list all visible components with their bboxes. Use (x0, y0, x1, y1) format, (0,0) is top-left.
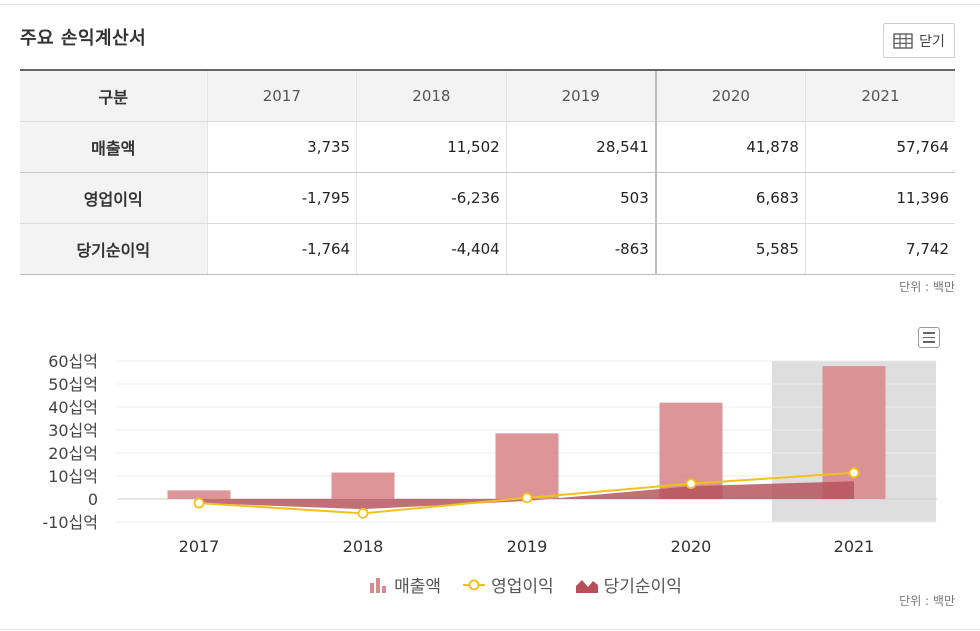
section-title: 주요 손익계산서 (20, 28, 147, 49)
legend-item-operating-income[interactable]: 영업이익 (463, 572, 554, 597)
table-cell: 503 (506, 172, 657, 224)
y-tick-label: 50십억 (48, 375, 98, 394)
bottom-divider (0, 629, 980, 630)
legend-label: 당기순이익 (603, 577, 682, 597)
row-header-label: 구분 (20, 69, 208, 122)
year-header: 2017 (207, 69, 358, 122)
revenue-bar[interactable] (495, 433, 559, 499)
operating-income-point[interactable] (193, 497, 205, 509)
chart-legend: 매출액 영업이익 당기순이익 (0, 572, 980, 597)
row-label: 영업이익 (20, 172, 208, 224)
top-divider (0, 4, 980, 5)
line-marker-icon (463, 579, 486, 590)
table-cell: -1,795 (207, 172, 358, 224)
table-cell: 57,764 (805, 121, 955, 173)
hamburger-icon-bar (923, 332, 935, 334)
hamburger-icon-bar (923, 341, 935, 343)
year-header: 2019 (506, 69, 657, 122)
legend-item-revenue[interactable]: 매출액 (368, 572, 441, 597)
table-cell: 28,541 (506, 121, 657, 173)
y-tick-label: 40십억 (48, 398, 98, 417)
y-tick-label: 0 (88, 490, 98, 509)
x-tick-label: 2021 (834, 537, 875, 556)
table-cell: 11,396 (805, 172, 955, 224)
revenue-bar[interactable] (822, 366, 886, 499)
operating-income-point[interactable] (685, 478, 697, 490)
table-grid-icon (893, 32, 913, 49)
y-tick-label: 20십억 (48, 444, 98, 463)
table-cell: -1,764 (207, 223, 358, 275)
x-tick-label: 2019 (507, 537, 548, 556)
legend-label: 영업이익 (491, 577, 554, 597)
y-axis-ticks: 60십억 50십억 40십억 30십억 20십억 10십억 0 -10십억 (42, 352, 98, 532)
year-header: 2020 (654, 69, 806, 122)
revenue-bar[interactable] (167, 490, 231, 499)
x-tick-label: 2018 (343, 537, 384, 556)
revenue-bar[interactable] (331, 472, 395, 499)
year-header: 2021 (805, 69, 955, 122)
table-header-row: 구분 2017 2018 2019 2020 2021 (20, 69, 955, 122)
operating-income-point[interactable] (848, 467, 860, 479)
legend-item-net-income[interactable]: 당기순이익 (575, 572, 682, 597)
x-tick-label: 2020 (671, 537, 712, 556)
row-label: 매출액 (20, 121, 208, 173)
table-cell: 41,878 (654, 121, 806, 173)
table-unit-label: 단위 : 백만 (899, 280, 955, 294)
table-cell: -4,404 (356, 223, 507, 275)
year-header: 2018 (356, 69, 507, 122)
chart-menu-button[interactable] (918, 327, 940, 348)
table-cell: 6,683 (654, 172, 806, 224)
table-cell: -6,236 (356, 172, 507, 224)
y-tick-label: 30십억 (48, 421, 98, 440)
bar-chart-icon (370, 577, 387, 593)
operating-income-point[interactable] (521, 492, 533, 504)
row-label: 당기순이익 (20, 223, 208, 275)
table-row: 당기순이익 -1,764 -4,404 -863 5,585 7,742 (20, 223, 955, 275)
x-axis-ticks: 2017 2018 2019 2020 2021 (179, 537, 875, 556)
area-chart-icon (575, 579, 598, 593)
income-statement-table: 구분 2017 2018 2019 2020 2021 매출액 3,735 11… (20, 69, 955, 275)
close-button[interactable]: 닫기 (883, 23, 955, 58)
hamburger-icon-bar (923, 336, 935, 339)
table-cell: 5,585 (654, 223, 806, 275)
chart-unit-label: 단위 : 백만 (899, 594, 955, 608)
y-tick-label: 10십억 (48, 467, 98, 486)
operating-income-line (193, 467, 860, 519)
table-cell: -863 (506, 223, 657, 275)
table-row: 영업이익 -1,795 -6,236 503 6,683 11,396 (20, 172, 955, 224)
close-button-label: 닫기 (919, 33, 945, 50)
legend-label: 매출액 (394, 577, 442, 597)
table-row: 매출액 3,735 11,502 28,541 41,878 57,764 (20, 121, 955, 173)
table-cell: 3,735 (207, 121, 358, 173)
table-cell: 7,742 (805, 223, 955, 275)
operating-income-point[interactable] (357, 507, 369, 519)
y-tick-label: -10십억 (42, 513, 98, 532)
x-tick-label: 2017 (179, 537, 220, 556)
table-cell: 11,502 (356, 121, 507, 173)
y-tick-label: 60십억 (48, 352, 98, 371)
